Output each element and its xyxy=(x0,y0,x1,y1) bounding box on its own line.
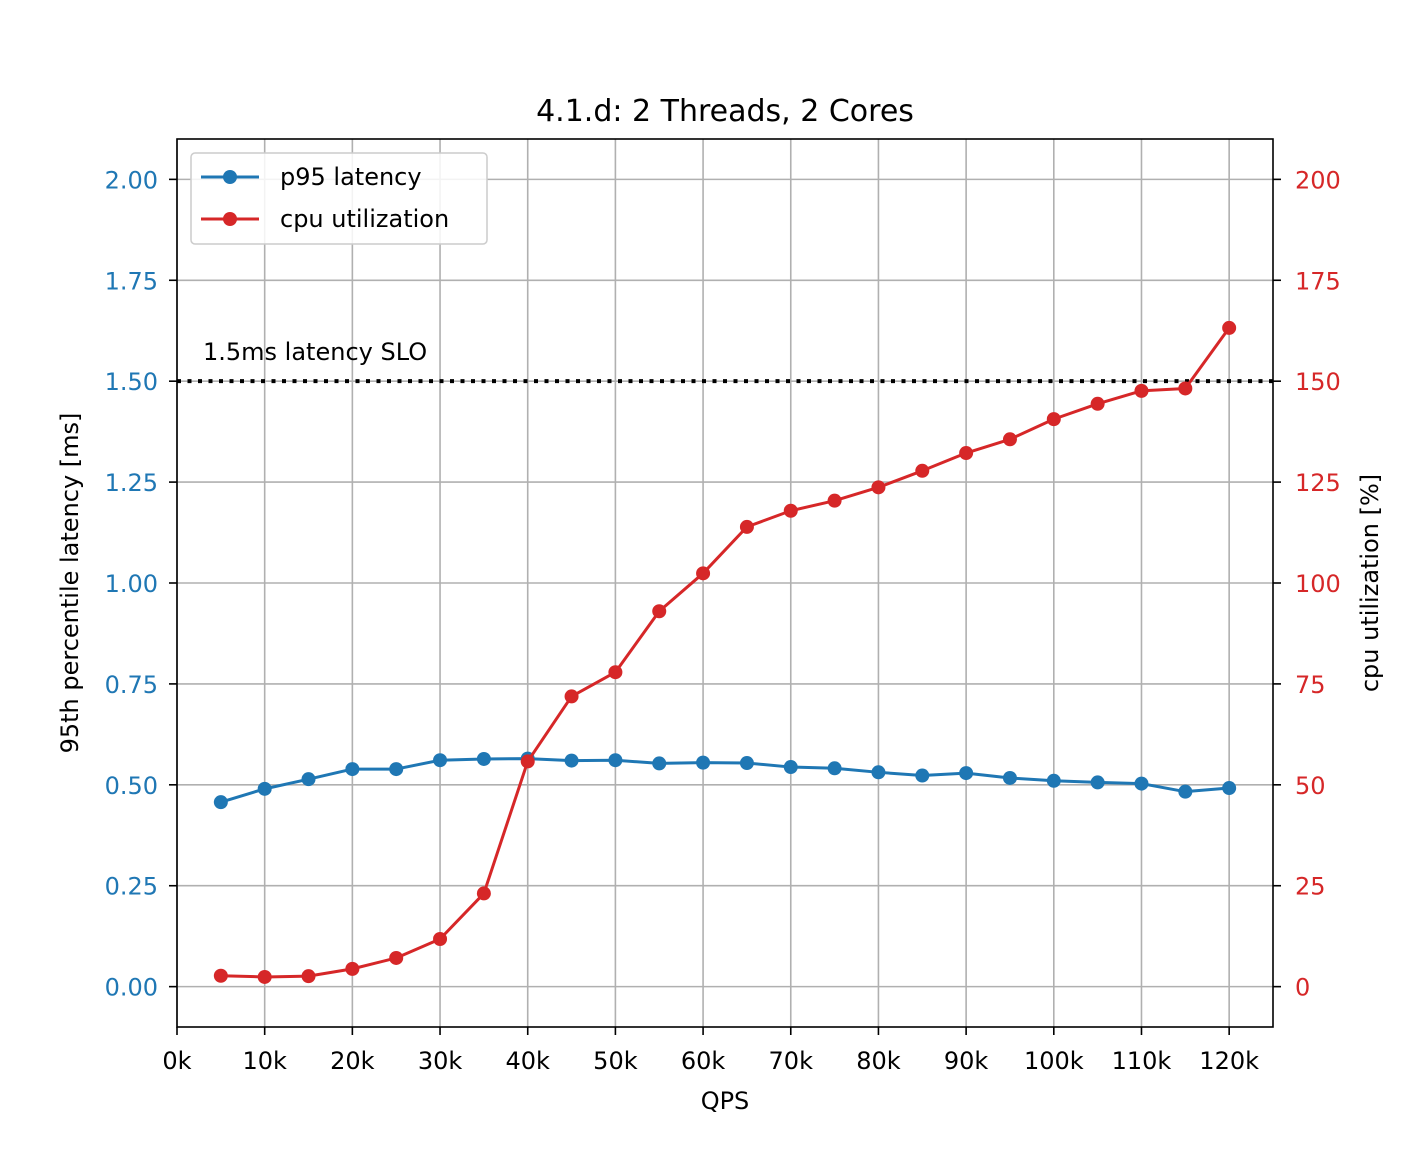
legend-marker-p95 xyxy=(223,170,237,184)
x-tick-label: 40k xyxy=(506,1047,551,1075)
point-p95 xyxy=(476,751,491,766)
point-cpu xyxy=(213,968,228,983)
right-y-axis-ticks: 0 25 50 75 100 125 150 175 200 xyxy=(1273,166,1341,1002)
point-cpu xyxy=(608,665,623,680)
right-y-tick-label: 175 xyxy=(1295,267,1341,295)
chart-title: 4.1.d: 2 Threads, 2 Cores xyxy=(536,94,914,129)
left-y-tick-label: 0.50 xyxy=(105,772,158,800)
legend: p95 latency cpu utilization xyxy=(190,152,488,245)
point-p95 xyxy=(1178,784,1193,799)
x-tick-label: 50k xyxy=(593,1047,638,1075)
point-p95 xyxy=(1090,775,1105,790)
point-p95 xyxy=(739,756,754,771)
left-y-tick-label: 1.25 xyxy=(105,469,158,497)
point-cpu xyxy=(739,519,754,534)
left-y-tick-label: 0.00 xyxy=(105,974,158,1002)
left-y-tick-label: 0.25 xyxy=(105,873,158,901)
point-cpu xyxy=(564,689,579,704)
point-cpu xyxy=(301,969,316,984)
point-cpu xyxy=(915,463,930,478)
point-cpu xyxy=(959,446,974,461)
point-p95 xyxy=(652,756,667,771)
point-cpu xyxy=(1178,381,1193,396)
x-tick-label: 70k xyxy=(769,1047,814,1075)
point-p95 xyxy=(1222,781,1237,796)
point-p95 xyxy=(301,772,316,787)
point-cpu xyxy=(520,754,535,769)
point-cpu xyxy=(783,503,798,518)
x-tick-label: 80k xyxy=(856,1047,901,1075)
series-line-cpu xyxy=(220,327,1231,979)
point-p95 xyxy=(564,753,579,768)
point-p95 xyxy=(257,781,272,796)
point-cpu xyxy=(1090,396,1105,411)
left-y-tick-label: 2.00 xyxy=(105,166,158,194)
left-y-tick-label: 1.50 xyxy=(105,368,158,396)
point-cpu xyxy=(871,480,886,495)
slo-annotation: 1.5ms latency SLO xyxy=(203,338,427,366)
gridlines xyxy=(176,139,1273,1027)
x-tick-label: 120k xyxy=(1199,1047,1259,1075)
x-tick-label: 10k xyxy=(242,1047,287,1075)
point-p95 xyxy=(389,762,404,777)
legend-label-p95: p95 latency xyxy=(280,163,422,191)
point-cpu xyxy=(257,969,272,984)
right-y-tick-label: 150 xyxy=(1295,368,1341,396)
point-p95 xyxy=(959,766,974,781)
point-cpu xyxy=(652,604,667,619)
left-y-tick-label: 0.75 xyxy=(105,671,158,699)
left-y-axis-ticks: 0.00 0.25 0.50 0.75 1.00 1.25 1.50 1.75 2.00 xyxy=(105,166,177,1002)
right-y-tick-label: 75 xyxy=(1295,671,1326,699)
x-tick-label: 30k xyxy=(418,1047,463,1075)
x-tick-label: 90k xyxy=(944,1047,989,1075)
point-p95 xyxy=(827,761,842,776)
legend-label-cpu: cpu utilization xyxy=(280,205,449,233)
point-cpu xyxy=(345,961,360,976)
right-y-tick-label: 0 xyxy=(1295,974,1310,1002)
point-cpu xyxy=(1002,432,1017,447)
series-line-p95 xyxy=(220,757,1230,804)
x-tick-label: 0k xyxy=(162,1047,191,1075)
right-y-tick-label: 100 xyxy=(1295,570,1341,598)
x-tick-label: 60k xyxy=(681,1047,726,1075)
right-y-tick-label: 50 xyxy=(1295,772,1326,800)
point-p95 xyxy=(871,765,886,780)
point-p95 xyxy=(433,753,448,768)
point-cpu xyxy=(1222,320,1237,335)
right-y-axis-label: cpu utilization [%] xyxy=(1356,474,1384,692)
point-cpu xyxy=(696,566,711,581)
legend-marker-cpu xyxy=(223,212,237,226)
x-tick-label: 20k xyxy=(330,1047,375,1075)
right-y-tick-label: 25 xyxy=(1295,873,1326,901)
point-cpu xyxy=(827,493,842,508)
point-p95 xyxy=(608,753,623,768)
point-cpu xyxy=(389,950,404,965)
point-p95 xyxy=(1134,776,1149,791)
point-cpu xyxy=(476,886,491,901)
point-cpu xyxy=(433,932,448,947)
point-p95 xyxy=(696,755,711,770)
right-y-tick-label: 200 xyxy=(1295,166,1341,194)
left-y-axis-label: 95th percentile latency [ms] xyxy=(56,413,84,754)
right-y-tick-label: 125 xyxy=(1295,469,1341,497)
point-p95 xyxy=(213,795,228,810)
series-group xyxy=(213,320,1237,984)
point-cpu xyxy=(1134,383,1149,398)
legend-box xyxy=(190,152,488,245)
left-y-tick-label: 1.00 xyxy=(105,570,158,598)
x-axis-label: QPS xyxy=(701,1087,750,1115)
point-p95 xyxy=(1046,773,1061,788)
point-p95 xyxy=(345,762,360,777)
point-p95 xyxy=(783,760,798,775)
point-p95 xyxy=(915,768,930,783)
left-y-tick-label: 1.75 xyxy=(105,267,158,295)
point-cpu xyxy=(1046,412,1061,427)
x-tick-label: 110k xyxy=(1112,1047,1172,1075)
x-axis-ticks: 0k 10k 20k 30k 40k 50k 60k 70k 80k 90k 100k 110k 120… xyxy=(162,1027,1259,1075)
point-p95 xyxy=(1002,770,1017,785)
x-tick-label: 100k xyxy=(1024,1047,1084,1075)
